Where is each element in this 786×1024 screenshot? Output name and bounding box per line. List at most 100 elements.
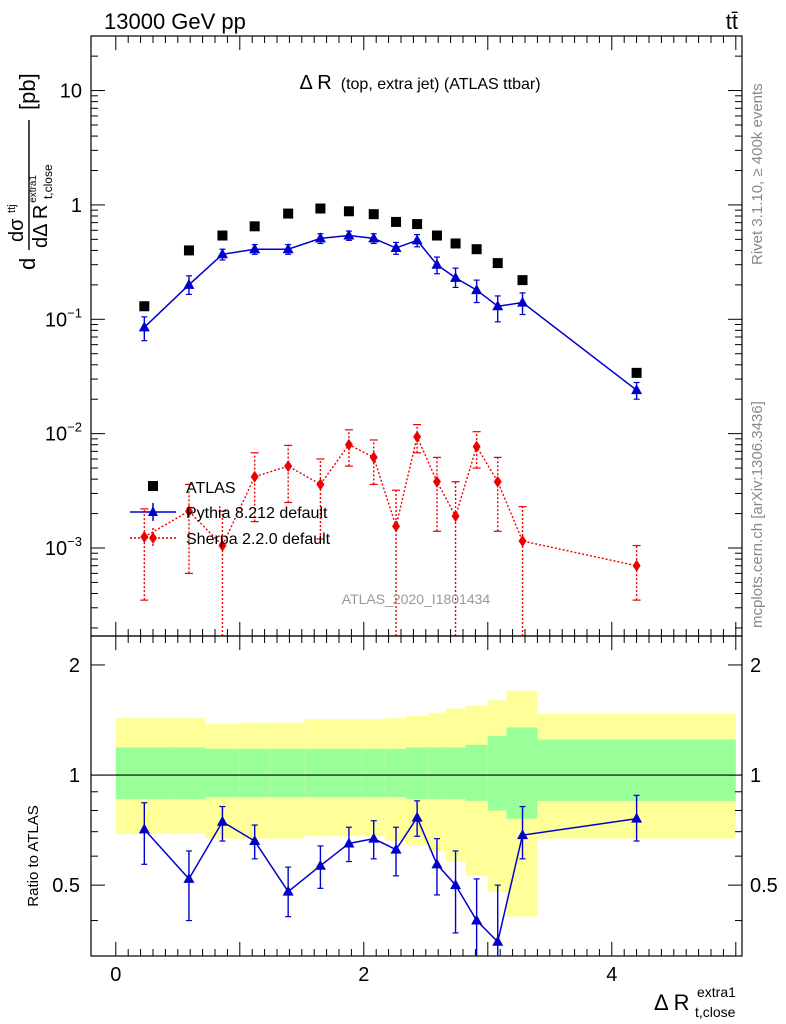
sherpa-point — [218, 539, 227, 552]
main-title-small: (top, extra jet) (ATLAS ttbar) — [341, 76, 541, 93]
atlas-point — [391, 216, 402, 227]
ratio-line — [143, 815, 637, 944]
ratio-point — [282, 885, 294, 896]
ratio-band-inner — [445, 747, 466, 799]
atlas-point — [517, 275, 528, 286]
sherpa-point — [472, 440, 481, 453]
pythia-point — [631, 384, 643, 395]
ratio-band-inner — [361, 748, 385, 798]
sherpa-line — [143, 434, 637, 567]
ratio-point — [216, 815, 228, 826]
pythia-point — [431, 258, 443, 269]
pythia-point — [450, 271, 462, 282]
ytick-label-base: 1 — [71, 195, 82, 217]
atlas-point — [183, 245, 194, 256]
sherpa-point — [344, 438, 353, 451]
main-ylabel: d dσ ttj dΔ R t,close extra1 [pb] — [6, 73, 55, 270]
atlas-point — [492, 258, 503, 269]
ratio-point — [492, 935, 504, 946]
ratio-point — [183, 872, 195, 883]
ratio-ytick-label-right: 1 — [750, 765, 761, 787]
ytick-label-exp: −3 — [67, 534, 82, 549]
ytick-label: 10−2 — [45, 420, 82, 446]
ytick-label: 10−3 — [45, 534, 82, 560]
ratio-band-inner — [405, 747, 429, 799]
sherpa-point — [493, 475, 502, 488]
sherpa-point — [184, 505, 193, 518]
ratio-band-inner — [537, 739, 736, 801]
ratio-band-inner — [304, 748, 337, 798]
ylabel-dsigma: dσ — [6, 218, 28, 242]
ytick-label-base: 10 — [45, 538, 67, 560]
sherpa-point — [284, 460, 293, 473]
atlas-point — [343, 206, 354, 217]
legend-pythia-marker — [130, 503, 176, 521]
ratio-point — [314, 859, 326, 870]
xtick-label: 0 — [110, 964, 121, 986]
atlas-series — [139, 203, 642, 378]
ylabel-dr-sub: t,close — [41, 164, 55, 199]
ratio-band-inner — [336, 748, 362, 798]
pythia-point — [343, 229, 355, 240]
pythia-point — [390, 242, 402, 253]
legend-sherpa-label: Sherpa 2.2.0 default — [186, 531, 331, 548]
xtick-label: 2 — [358, 964, 369, 986]
legend: ATLAS Pythia 8.212 default Sherpa 2.2.0 … — [130, 480, 331, 548]
sherpa-series — [140, 423, 641, 636]
atlas-point — [631, 367, 642, 378]
sherpa-point — [392, 520, 401, 533]
ratio-ylabel: Ratio to ATLAS — [25, 805, 42, 906]
ratio-point — [411, 811, 423, 822]
sherpa-point — [250, 470, 259, 483]
ratio-band-inner — [465, 744, 488, 801]
xaxis-label-sub: t,close — [695, 1004, 736, 1020]
sherpa-point — [413, 430, 422, 443]
ratio-band-inner — [428, 747, 446, 799]
sherpa-point — [518, 535, 527, 548]
ratio-ytick-label-left: 2 — [69, 655, 80, 677]
ratio-ytick-label-right: 2 — [750, 655, 761, 677]
ratio-point — [368, 832, 380, 843]
legend-atlas-marker — [148, 481, 158, 491]
pythia-point — [368, 232, 380, 243]
pythia-point — [183, 278, 195, 289]
legend-sherpa-marker — [130, 528, 176, 548]
main-title: Δ R (top, extra jet) (ATLAS ttbar) — [299, 72, 540, 94]
xaxis-label-sup: extra1 — [697, 984, 736, 1000]
ratio-point — [138, 823, 150, 834]
xaxis-label-main: Δ R — [654, 990, 689, 1015]
pythia-point — [138, 321, 150, 332]
atlas-point — [450, 238, 461, 249]
ratio-point — [390, 843, 402, 854]
ytick-label: 1 — [71, 195, 82, 217]
ratio-plot-area — [90, 635, 743, 957]
ytick-label-base: 10 — [45, 424, 67, 446]
ratio-ytick-label-left: 0.5 — [52, 875, 80, 897]
ratio-ytick-label-left: 1 — [69, 765, 80, 787]
ratio-pythia-series — [138, 794, 643, 956]
ratio-ytick-label-right: 0.5 — [750, 875, 778, 897]
legend-pythia-label: Pythia 8.212 default — [186, 505, 328, 522]
ytick-label-base: 10 — [45, 309, 67, 331]
pythia-point — [411, 234, 423, 245]
sherpa-point — [451, 510, 460, 523]
ratio-point — [431, 858, 443, 869]
pythia-line — [143, 234, 638, 391]
ratio-point — [249, 835, 261, 846]
mcplots-label: mcplots.cern.ch [arXiv:1306.3436] — [749, 401, 766, 628]
rivet-label: Rivet 3.1.10, ≥ 400k events — [749, 83, 766, 265]
ratio-frame — [90, 635, 743, 957]
atlas-point — [412, 219, 423, 230]
pythia-point — [282, 243, 294, 254]
pythia-point — [492, 300, 504, 311]
ratio-band-inner — [384, 748, 406, 798]
atlas-point — [139, 301, 150, 312]
ratio-axis-ticks: 0.5 0.5 1 1 2 2 — [52, 636, 778, 956]
pythia-series — [138, 229, 643, 400]
xtick-label: 4 — [606, 964, 617, 986]
svg-text:d: d — [15, 258, 40, 270]
ratio-point — [631, 812, 643, 823]
ratio-point — [450, 879, 462, 890]
ratio-band-inner — [115, 747, 172, 799]
